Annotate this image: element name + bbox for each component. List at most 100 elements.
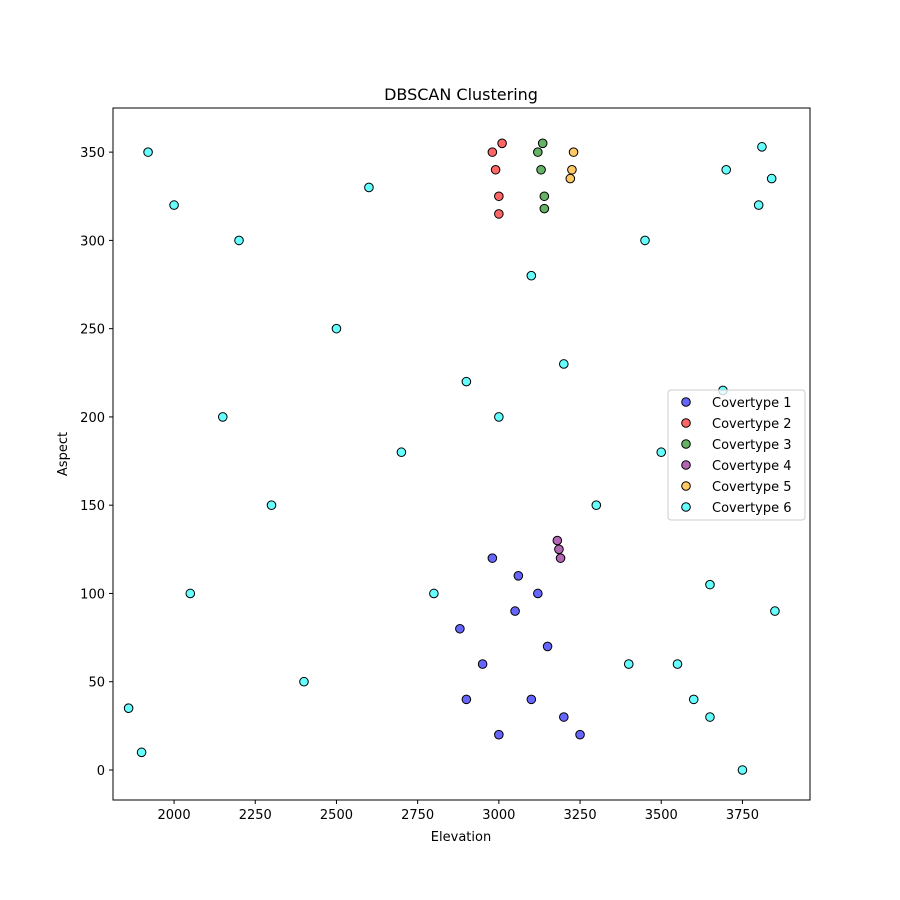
data-point (559, 712, 569, 722)
data-point (539, 191, 550, 202)
data-point (169, 200, 179, 210)
legend: Covertype 1 Covertype 2 Covertype 3 Coverty… (667, 389, 806, 521)
y-tick-label: 300 (80, 234, 105, 249)
data-point (364, 182, 374, 193)
y-tick-label: 350 (80, 146, 105, 161)
data-point (490, 164, 501, 175)
x-tick-label: 2500 (320, 808, 353, 823)
data-point (672, 659, 683, 669)
data-point (737, 765, 748, 775)
legend-label: Covertype 2 (712, 417, 792, 432)
data-point (497, 138, 507, 149)
data-point (565, 173, 576, 184)
x-tick-label: 3750 (726, 808, 759, 823)
series-2 (487, 138, 507, 219)
data-point (396, 447, 407, 458)
data-point (555, 553, 566, 563)
x-tick-label: 2000 (158, 808, 191, 823)
data-point (536, 164, 546, 175)
data-point (539, 203, 550, 214)
data-point (554, 544, 564, 555)
data-point (552, 535, 563, 546)
legend-label: Covertype 6 (712, 501, 792, 516)
data-point (770, 606, 780, 616)
data-point (136, 747, 147, 758)
data-point (533, 588, 543, 599)
data-point (526, 270, 537, 281)
y-tick-label: 0 (97, 764, 105, 779)
data-point (721, 164, 732, 175)
data-point (455, 623, 465, 634)
legend-label: Covertype 5 (712, 480, 792, 495)
x-tick-label: 2750 (401, 808, 434, 823)
legend-box (667, 389, 806, 521)
data-point (461, 376, 472, 387)
data-point (234, 235, 244, 246)
points-layer (123, 138, 780, 775)
data-point (623, 659, 634, 669)
plot-frame (112, 107, 811, 801)
legend-marker (681, 460, 691, 470)
data-point (487, 553, 498, 563)
data-point (533, 147, 543, 157)
x-tick-label: 3500 (645, 808, 678, 823)
data-point (567, 164, 577, 175)
series-1 (455, 553, 585, 740)
data-point (757, 142, 767, 152)
data-point (559, 359, 569, 369)
data-point (705, 579, 715, 590)
data-point (331, 323, 342, 334)
series-6 (123, 142, 780, 775)
x-tick-label: 2250 (239, 808, 272, 823)
data-point (461, 694, 472, 705)
series-5 (565, 147, 579, 184)
data-point (568, 147, 579, 157)
y-axis-label: Aspect (56, 432, 71, 476)
legend-marker (681, 418, 691, 428)
data-point (513, 571, 524, 581)
data-point (688, 694, 699, 705)
x-tick-label: 3000 (482, 808, 515, 823)
chart-title: DBSCAN Clustering (384, 85, 538, 104)
data-point (494, 209, 504, 219)
legend-marker (681, 502, 691, 512)
data-point (575, 729, 585, 740)
x-tick-label: 3250 (564, 808, 597, 823)
data-point (494, 412, 504, 422)
y-tick-label: 200 (80, 411, 105, 426)
series-3 (533, 138, 550, 214)
legend-label: Covertype 4 (712, 459, 792, 474)
legend-marker (681, 481, 691, 491)
data-point (542, 641, 553, 652)
data-point (656, 447, 667, 458)
data-point (143, 147, 153, 157)
data-point (537, 138, 548, 149)
y-tick-label: 100 (80, 587, 105, 602)
series-4 (552, 535, 566, 563)
data-point (753, 200, 764, 210)
data-point (477, 659, 488, 669)
data-point (705, 712, 715, 722)
legend-label: Covertype 3 (712, 438, 792, 453)
data-point (185, 588, 196, 599)
data-point (526, 694, 537, 705)
legend-marker (681, 439, 691, 449)
data-point (640, 235, 650, 246)
data-point (510, 606, 520, 616)
legend-label: Covertype 1 (712, 396, 792, 411)
data-point (766, 173, 777, 184)
data-point (266, 500, 277, 510)
data-point (487, 147, 498, 157)
x-axis: 2000 2250 2500 2750 3000 3250 3500 3750 (158, 800, 759, 823)
y-axis: 0 50 100 150 200 250 300 350 (80, 146, 113, 779)
data-point (217, 412, 228, 422)
data-point (299, 676, 309, 687)
y-tick-label: 50 (88, 676, 105, 691)
data-point (123, 703, 134, 714)
data-point (494, 729, 504, 740)
y-tick-label: 150 (80, 499, 105, 514)
data-point (494, 191, 504, 202)
data-point (429, 588, 439, 599)
data-point (591, 500, 602, 510)
